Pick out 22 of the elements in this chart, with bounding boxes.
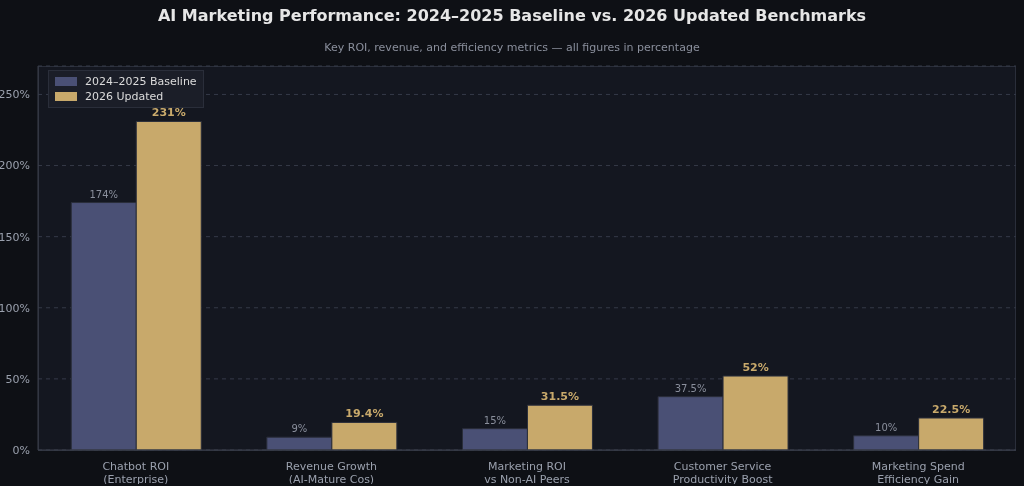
legend-label: 2024–2025 Baseline: [85, 74, 197, 89]
data-label: 10%: [875, 421, 898, 433]
data-label: 9%: [291, 423, 308, 435]
y-tick-label: 250%: [0, 88, 30, 102]
y-tick-label: 0%: [12, 443, 30, 457]
data-label: 52%: [742, 361, 769, 375]
x-tick-label: Revenue Growth (AI-Mature Cos): [285, 460, 378, 486]
data-label: 37.5%: [674, 382, 707, 394]
y-tick-label: 100%: [0, 301, 30, 315]
chart-title: AI Marketing Performance: 2024–2025 Baseline vs. 2026 Updated Benchmarks: [156, 6, 868, 25]
data-label: 174%: [89, 188, 119, 200]
chart-subtitle: Key ROI, revenue, and efficiency metrics — all figures in percentage: [323, 41, 701, 54]
legend-label: 2026 Updated: [85, 89, 164, 104]
y-tick-label: 150%: [0, 230, 30, 244]
x-tick-label: Marketing ROI vs Non-AI Peers: [484, 460, 571, 486]
data-label: 22.5%: [932, 403, 971, 416]
y-tick-label: 200%: [0, 159, 30, 173]
data-label: 231%: [151, 106, 186, 120]
data-label: 19.4%: [345, 407, 384, 421]
y-tick-label: 50%: [5, 372, 30, 386]
data-label: 15%: [483, 414, 507, 426]
data-label: 31.5%: [540, 390, 580, 404]
